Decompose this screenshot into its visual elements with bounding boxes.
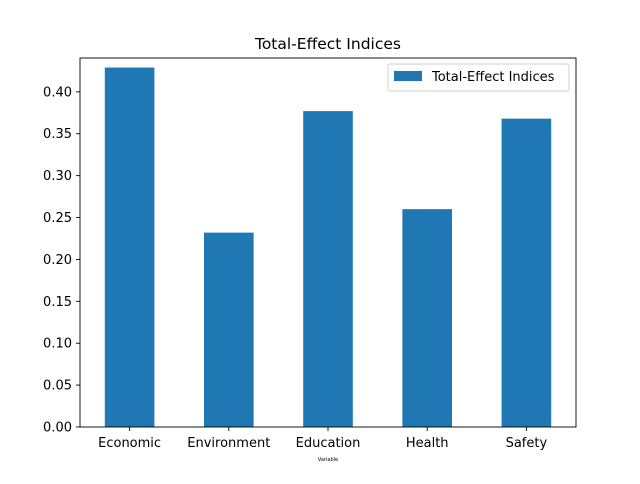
y-tick-label: 0.30 — [43, 169, 72, 184]
legend-box — [387, 63, 570, 92]
bar-economic — [104, 67, 155, 428]
bars-layer — [104, 67, 552, 428]
x-tick-label: Health — [406, 436, 449, 451]
y-tick-label: 0.15 — [43, 295, 72, 310]
y-tick-label: 0.10 — [43, 337, 72, 352]
y-tick-label: 0.35 — [43, 127, 72, 142]
y-axis: 0.00 0.05 0.10 0.15 0.20 0.25 0.30 0.35 0.40 — [43, 85, 80, 436]
y-tick-label: 0.05 — [43, 379, 72, 394]
x-axis-label: Variable — [318, 457, 338, 463]
y-tick-label: 0.20 — [43, 253, 72, 268]
chart-title: Total-Effect Indices — [254, 35, 401, 53]
x-tick-label: Safety — [506, 436, 548, 451]
bar-education — [303, 111, 353, 428]
bar-health — [402, 209, 452, 427]
legend-swatch — [394, 71, 422, 81]
bar-safety — [501, 118, 552, 428]
y-tick-label: 0.40 — [43, 85, 72, 100]
legend-label: Total-Effect Indices — [431, 70, 555, 85]
y-tick-label: 0.25 — [43, 211, 72, 226]
x-axis: Economic Environment Education Health Safety — [98, 427, 547, 451]
x-tick-label: Economic — [98, 436, 161, 451]
x-tick-label: Education — [296, 436, 361, 451]
bar-environment — [204, 232, 254, 427]
legend: Total-Effect Indices — [387, 63, 570, 92]
y-tick-label: 0.00 — [43, 421, 72, 436]
x-tick-label: Environment — [187, 436, 270, 451]
plot-frame — [79, 57, 577, 428]
